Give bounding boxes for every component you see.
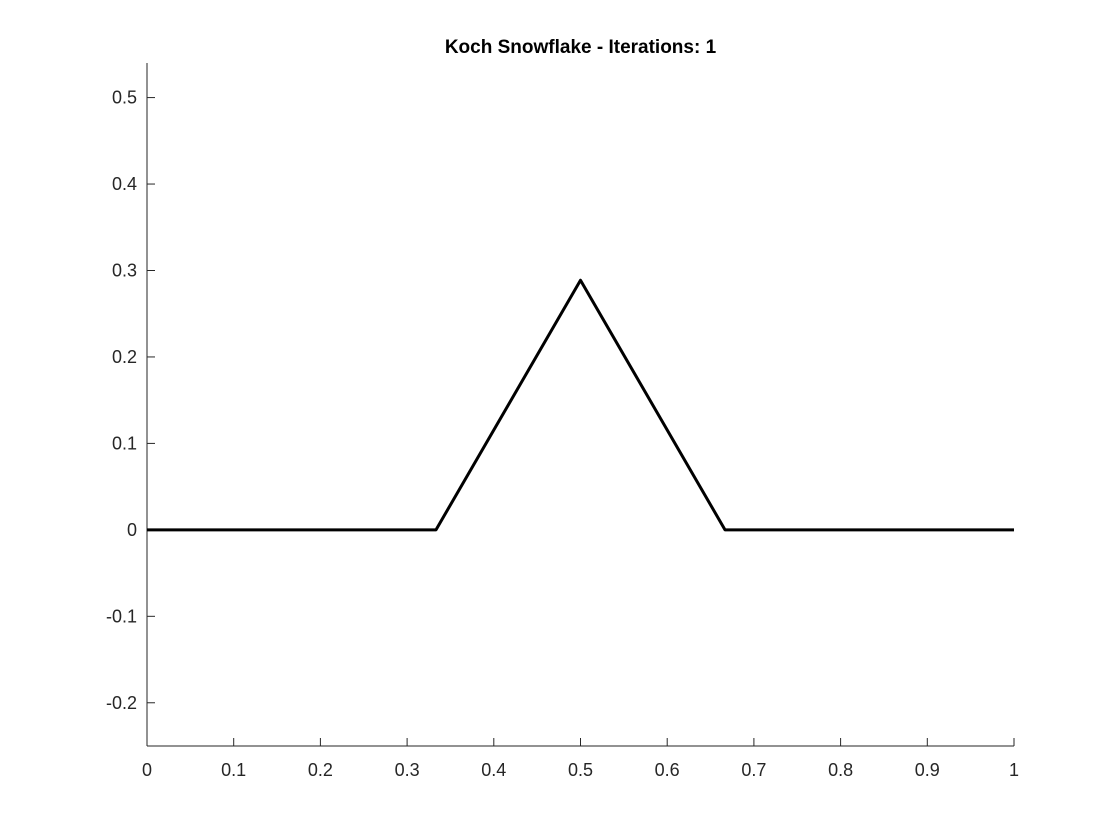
chart-title: Koch Snowflake - Iterations: 1 (445, 37, 717, 58)
y-tick-label: -0.2 (106, 693, 137, 713)
x-tick-label: 0 (142, 760, 152, 780)
x-tick-label: 0.2 (308, 760, 333, 780)
axes (146, 63, 1014, 747)
y-tick-label: 0.3 (112, 260, 137, 280)
x-tick-label: 0.6 (655, 760, 680, 780)
plot-area (147, 278, 1014, 532)
y-tick-label: 0.1 (112, 433, 137, 453)
x-tick-label: 0.9 (915, 760, 940, 780)
y-tick-label: 0 (127, 520, 137, 540)
x-tick-label: 0.4 (481, 760, 506, 780)
x-tick-label: 0.1 (221, 760, 246, 780)
x-tick-label: 0.5 (568, 760, 593, 780)
x-tick-label: 0.7 (741, 760, 766, 780)
x-tick-label: 0.8 (828, 760, 853, 780)
koch-curve-series-line (147, 278, 1014, 532)
y-axis-ticks: -0.2 -0.1 0 0.1 0.2 0.3 0.4 0.5 (106, 88, 155, 713)
x-tick-label: 1 (1009, 760, 1019, 780)
x-axis-ticks: 0 0.1 0.2 0.3 0.4 0.5 0.6 0.7 0.8 0.9 1 (142, 738, 1019, 780)
y-tick-label: 0.2 (112, 347, 137, 367)
y-tick-label: -0.1 (106, 606, 137, 626)
x-tick-label: 0.3 (395, 760, 420, 780)
y-tick-label: 0.5 (112, 88, 137, 108)
y-tick-label: 0.4 (112, 174, 137, 194)
